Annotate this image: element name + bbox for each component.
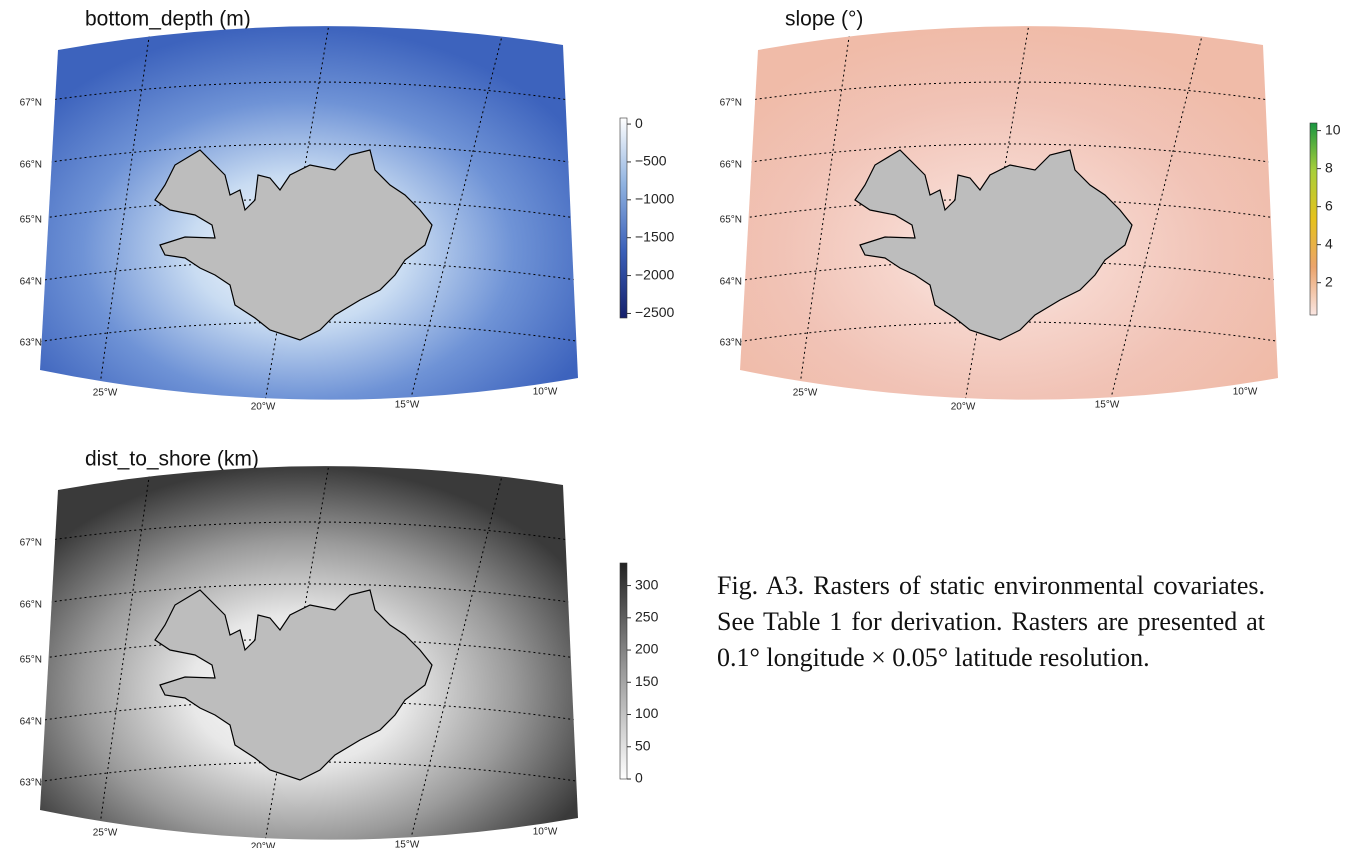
colorbar-label: 150 xyxy=(635,673,659,689)
iceland xyxy=(154,589,433,781)
colorbar-label: −2000 xyxy=(635,266,675,282)
colorbar-label: 6 xyxy=(1325,197,1333,213)
lon-label: 10°W xyxy=(1233,387,1258,398)
lon-label: 20°W xyxy=(251,842,276,848)
lon-label: 20°W xyxy=(951,402,976,413)
colorbar-label: 10 xyxy=(1325,121,1341,137)
lon-label: 10°W xyxy=(533,387,558,398)
lat-label: 67°N xyxy=(720,98,742,109)
map-panel: bottom_depth (m) 67°N 66°N 65°N 64°N 63°N 25°W… xyxy=(20,8,578,413)
colorbar-label: −1000 xyxy=(635,191,675,207)
lon-label: 25°W xyxy=(93,388,118,399)
colorbar-label: 300 xyxy=(635,576,659,592)
lon-label: 10°W xyxy=(533,827,558,838)
lon-label: 15°W xyxy=(395,400,420,411)
lat-label: 66°N xyxy=(20,160,42,171)
graticule-line xyxy=(40,583,578,606)
colorbar xyxy=(619,117,628,319)
colorbar-label: 0 xyxy=(635,115,643,131)
graticule-line xyxy=(40,81,578,104)
graticule-line xyxy=(40,143,578,166)
lon-label: 15°W xyxy=(395,840,420,848)
colorbar xyxy=(1309,122,1318,316)
colorbar-label: −2500 xyxy=(635,304,675,320)
lat-label: 64°N xyxy=(720,277,742,288)
colorbar-label: 4 xyxy=(1325,235,1333,251)
colorbar-label: 8 xyxy=(1325,159,1333,175)
graticule-line xyxy=(740,81,1278,104)
colorbar-label: 2 xyxy=(1325,273,1333,289)
caption: Fig. A3. Rasters of static environmental… xyxy=(717,571,1265,672)
lat-label: 65°N xyxy=(20,215,42,226)
colorbar-label: 250 xyxy=(635,609,659,625)
lat-label: 63°N xyxy=(720,338,742,349)
lat-label: 66°N xyxy=(720,160,742,171)
lon-label: 15°W xyxy=(1095,400,1120,411)
colorbar-label: −1500 xyxy=(635,228,675,244)
panel-title: slope (°) xyxy=(785,8,863,31)
colorbar xyxy=(619,562,628,780)
lat-label: 63°N xyxy=(20,778,42,789)
colorbar-label: 100 xyxy=(635,705,659,721)
lat-label: 65°N xyxy=(720,215,742,226)
lat-label: 65°N xyxy=(20,655,42,666)
colorbar-label: 200 xyxy=(635,641,659,657)
colorbar-label: −500 xyxy=(635,153,667,169)
lat-label: 66°N xyxy=(20,600,42,611)
colorbar-label: 50 xyxy=(635,737,651,753)
lon-label: 20°W xyxy=(251,402,276,413)
map-panel: slope (°) 67°N 66°N 65°N 64°N 63°N 25°W 20°W 15°… xyxy=(720,8,1278,413)
iceland xyxy=(854,149,1133,341)
colorbar-label: 0 xyxy=(635,770,643,786)
panel-title: bottom_depth (m) xyxy=(85,8,251,31)
iceland xyxy=(154,149,433,341)
lat-label: 64°N xyxy=(20,277,42,288)
lat-label: 64°N xyxy=(20,717,42,728)
graticule-line xyxy=(740,143,1278,166)
lon-label: 25°W xyxy=(93,828,118,839)
lon-label: 25°W xyxy=(793,388,818,399)
lat-label: 67°N xyxy=(20,538,42,549)
graticule-line xyxy=(40,521,578,544)
lat-label: 63°N xyxy=(20,338,42,349)
map-panel: dist_to_shore (km) 67°N 66°N 65°N 64°N 63°N 25… xyxy=(20,448,578,848)
panel-title: dist_to_shore (km) xyxy=(85,448,259,471)
lat-label: 67°N xyxy=(20,98,42,109)
